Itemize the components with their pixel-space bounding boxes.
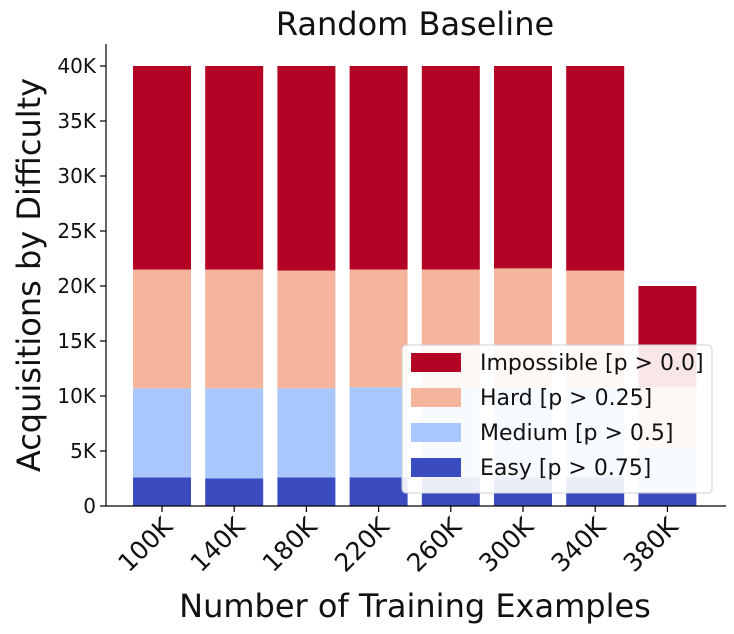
bar-220k-series-0: [349, 477, 408, 506]
y-tick-label: 25K: [57, 219, 96, 243]
y-tick-label: 40K: [57, 54, 96, 78]
x-tick-label: 340K: [546, 511, 612, 577]
legend-label: Easy [p > 0.75]: [480, 456, 651, 481]
bar-260k-series-3: [421, 66, 480, 270]
legend-label: Hard [p > 0.25]: [480, 386, 652, 411]
x-ticks: 100K 140K 180K 220K 260K 300K 340K 380K: [112, 506, 684, 578]
bar-140k-series-3: [205, 66, 264, 270]
bar-100k-series-1: [133, 388, 191, 478]
bar-220k-series-3: [349, 66, 408, 270]
legend-swatch: [411, 458, 461, 477]
bar-140k-series-2: [205, 269, 264, 389]
bar-300k-series-3: [494, 66, 552, 269]
y-tick-label: 35K: [57, 109, 96, 133]
x-tick-label: 180K: [257, 511, 323, 577]
x-tick-label: 140K: [185, 511, 251, 577]
bar-180k-series-1: [277, 388, 336, 478]
chart-title: Random Baseline: [276, 5, 554, 43]
y-tick-label: 10K: [57, 384, 96, 408]
x-axis-label: Number of Training Examples: [179, 587, 651, 625]
legend-swatch: [411, 388, 461, 407]
x-tick-label: 260K: [401, 511, 467, 577]
bar-220k-series-1: [349, 387, 408, 478]
legend-label: Impossible [p > 0.0]: [480, 351, 704, 376]
y-axis-label: Acquisitions by Difficulty: [10, 78, 48, 472]
y-tick-label: 30K: [57, 164, 96, 188]
bar-220k-series-2: [349, 269, 408, 388]
x-tick-label: 100K: [112, 511, 178, 577]
legend-swatch: [411, 353, 461, 372]
y-ticks: 0 5K 10K 15K 20K 25K 30K 35K 40K: [57, 54, 106, 518]
y-tick-label: 15K: [57, 329, 96, 353]
bar-100k-series-2: [133, 269, 191, 389]
y-tick-label: 0: [83, 494, 96, 518]
legend-label: Medium [p > 0.5]: [480, 421, 674, 446]
x-tick-label: 220K: [329, 511, 395, 577]
bar-100k-series-0: [133, 477, 191, 506]
y-tick-label: 20K: [57, 274, 96, 298]
bar-340k-series-3: [566, 66, 625, 271]
legend-swatch: [411, 423, 461, 442]
bar-180k-series-2: [277, 270, 336, 389]
y-tick-label: 5K: [70, 439, 97, 463]
bar-100k-series-3: [133, 66, 191, 270]
x-tick-label: 300K: [473, 511, 539, 577]
bar-180k-series-0: [277, 477, 336, 506]
legend: Impossible [p > 0.0] Hard [p > 0.25] Mediu…: [401, 344, 713, 494]
bar-140k-series-0: [205, 478, 264, 506]
bar-180k-series-3: [277, 66, 336, 271]
legend-box: [401, 344, 713, 494]
bar-140k-series-1: [205, 388, 264, 479]
x-tick-label: 380K: [618, 511, 684, 577]
bar-380k-series-0: [638, 491, 697, 506]
